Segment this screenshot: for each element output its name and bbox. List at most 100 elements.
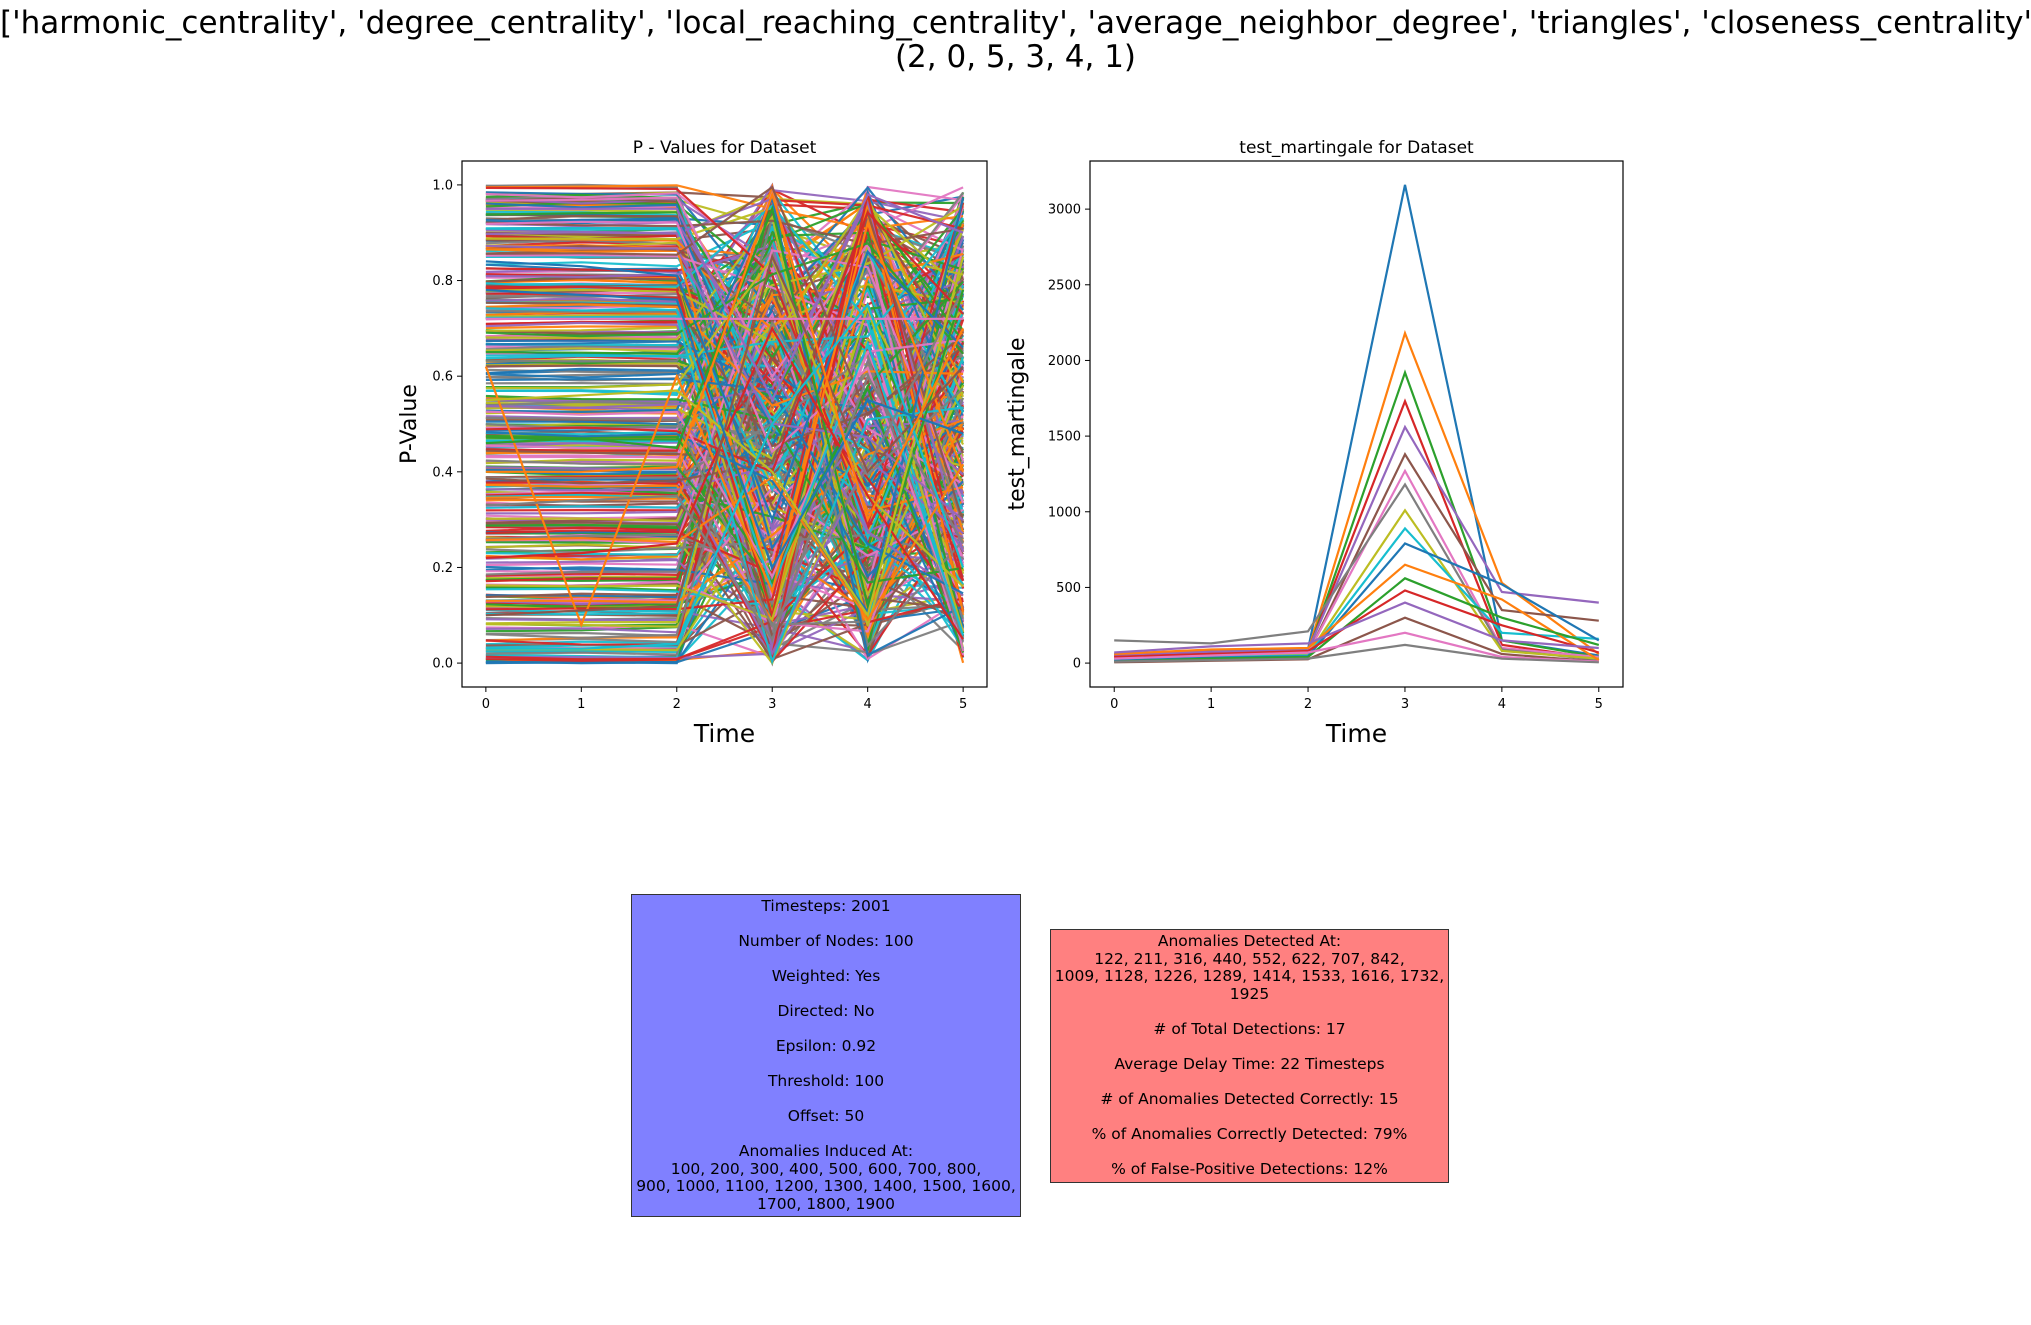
background-line [485, 185, 964, 417]
figure-suptitle-line1: ['harmonic_centrality', 'degree_centrali… [0, 5, 2031, 41]
series-line [1114, 643, 1599, 664]
series-line [1114, 577, 1600, 663]
background-line [485, 486, 964, 603]
result-total-detections: # of Total Detections: 17 [1153, 1019, 1346, 1038]
background-line [485, 225, 965, 611]
param-nodes: Number of Nodes: 100 [738, 932, 914, 950]
background-line [485, 319, 964, 639]
series-line [485, 302, 965, 650]
y-tick-label: 3000 [1048, 203, 1081, 218]
param-anomalies-induced: Anomalies Induced At: 100, 200, 300, 400… [636, 1142, 1016, 1213]
series-line [1114, 563, 1600, 662]
y-axis-label: P-Value [397, 384, 422, 464]
series-line [1114, 631, 1599, 663]
param-timesteps: Timesteps: 2001 [761, 897, 891, 915]
background-line [485, 234, 965, 616]
result-detected-correctly: # of Anomalies Detected Correctly: 15 [1100, 1089, 1399, 1108]
y-tick-label: 1500 [1048, 430, 1081, 445]
background-line [485, 394, 964, 584]
result-percent-correct: % of Anomalies Correctly Detected: 79% [1091, 1124, 1408, 1143]
param-epsilon: Epsilon: 0.92 [775, 1037, 877, 1055]
x-tick-label: 5 [1595, 697, 1603, 712]
background-line [485, 340, 964, 579]
y-tick-label: 0.2 [432, 561, 453, 576]
x-tick-label: 1 [1207, 697, 1215, 712]
background-line [485, 307, 965, 636]
background-line [485, 202, 964, 634]
x-tick-label: 4 [864, 697, 872, 712]
x-tick-label: 3 [1401, 697, 1409, 712]
chart-title: test_martingale for Dataset [1239, 138, 1474, 158]
background-line [485, 255, 964, 588]
series-line [485, 190, 965, 523]
series-line [1114, 508, 1599, 661]
background-line [485, 353, 965, 622]
y-tick-label: 0 [1073, 657, 1081, 672]
background-line [485, 195, 965, 398]
series-line [1114, 184, 1599, 657]
background-line [485, 463, 965, 622]
background-line [485, 196, 965, 652]
background-line [485, 289, 965, 629]
background-line [485, 315, 964, 665]
axes-frame [1089, 160, 1624, 688]
x-tick-label: 4 [1498, 697, 1506, 712]
background-line [485, 367, 965, 627]
y-tick-label: 2500 [1048, 278, 1081, 293]
background-line [485, 217, 964, 360]
y-axis-label: test_martingale [1005, 338, 1030, 511]
series-line [1114, 468, 1599, 659]
background-line [485, 214, 965, 627]
param-weighted: Weighted: Yes [771, 967, 881, 985]
x-tick-label: 3 [768, 697, 776, 712]
result-average-delay: Average Delay Time: 22 Timesteps [1114, 1054, 1385, 1073]
background-line [485, 385, 965, 653]
x-tick-label: 5 [959, 697, 967, 712]
figure-suptitle-line2: (2, 0, 5, 3, 4, 1) [894, 39, 1137, 75]
background-line [485, 244, 964, 522]
y-tick-label: 500 [1056, 581, 1081, 596]
x-tick-label: 0 [1110, 697, 1118, 712]
y-tick-label: 1.0 [432, 178, 453, 193]
x-axis-label: Time [693, 719, 755, 748]
y-tick-label: 2000 [1048, 354, 1081, 369]
series-line [485, 193, 964, 403]
series-line [485, 373, 965, 642]
x-tick-label: 2 [1304, 697, 1312, 712]
background-line [485, 302, 965, 633]
chart-pvalues: 0 1 2 3 4 5 0.0 0.2 0.4 0.6 0.8 1.0 P - Values for D… [397, 138, 988, 748]
background-line [485, 197, 965, 615]
param-offset: Offset: 50 [787, 1107, 865, 1125]
series-line [1114, 589, 1600, 659]
y-tick-label: 1000 [1048, 505, 1081, 520]
background-line [485, 253, 965, 656]
results-box: Anomalies Detected At: 122, 211, 316, 44… [1050, 929, 1449, 1183]
series-line [485, 289, 964, 571]
param-directed: Directed: No [777, 1002, 875, 1020]
series-line [1114, 601, 1599, 654]
param-threshold: Threshold: 100 [767, 1072, 885, 1090]
plot-area-pvalues [484, 182, 965, 667]
x-tick-label: 0 [482, 697, 490, 712]
y-tick-label: 0.6 [432, 370, 453, 385]
axes-frame [461, 160, 988, 688]
background-line [485, 509, 964, 661]
series-line [485, 249, 964, 523]
background-line [485, 303, 964, 407]
background-line [485, 458, 964, 656]
chart-martingale: 0 1 2 3 4 5 0 500 1000 1500 2000 2500 3000 test_marti… [1005, 138, 1624, 748]
x-axis-label: Time [1325, 719, 1387, 748]
parameters-box: Timesteps: 2001 Number of Nodes: 100 Wei… [631, 894, 1021, 1217]
series-line [484, 219, 965, 628]
background-line [485, 244, 964, 533]
background-line [485, 219, 964, 246]
plot-area-martingale [1114, 184, 1600, 664]
y-tick-label: 0.0 [432, 657, 453, 672]
x-tick-label: 1 [577, 697, 585, 712]
y-tick-label: 0.8 [432, 274, 453, 289]
background-line [485, 248, 965, 590]
chart-title: P - Values for Dataset [633, 138, 817, 158]
result-percent-false-positive: % of False-Positive Detections: 12% [1111, 1159, 1388, 1178]
y-tick-label: 0.4 [432, 465, 453, 480]
